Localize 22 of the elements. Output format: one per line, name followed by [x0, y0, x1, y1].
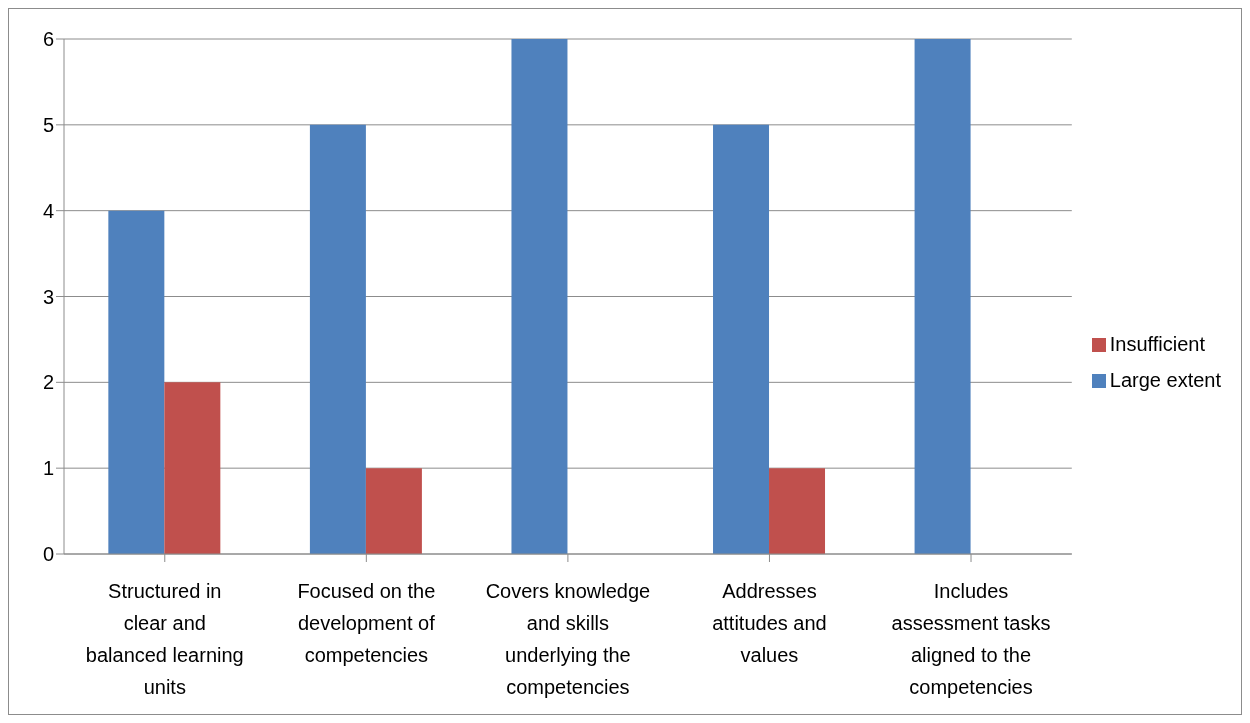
x-tick-label: Covers knowledge and skills underlying the competencies [485, 580, 651, 698]
x-tick-label: Includes assessment tasks aligned to the competencies [891, 580, 1051, 698]
bar [309, 124, 366, 554]
y-tick-label: 3 [42, 285, 54, 308]
bar [769, 468, 826, 554]
bar [164, 382, 221, 554]
bar [713, 124, 770, 554]
x-tick-label: Addresses attitudes and values [712, 580, 827, 666]
bar [511, 39, 568, 554]
bar [365, 468, 422, 554]
bar [914, 39, 971, 554]
y-tick-label: 5 [42, 113, 54, 136]
bar [108, 210, 165, 554]
y-tick-label: 1 [42, 457, 54, 480]
y-tick-label: 6 [42, 28, 54, 51]
legend-label: Large extent [1109, 368, 1221, 391]
y-tick-label: 2 [42, 371, 54, 394]
legend-label: Insufficient [1109, 332, 1206, 355]
x-tick-label: Focused on the development of competencies [297, 580, 436, 666]
y-tick-label: 4 [42, 199, 54, 222]
y-tick-label: 0 [42, 543, 54, 566]
x-tick-label: Structured in clear and balanced learning units [85, 580, 244, 698]
